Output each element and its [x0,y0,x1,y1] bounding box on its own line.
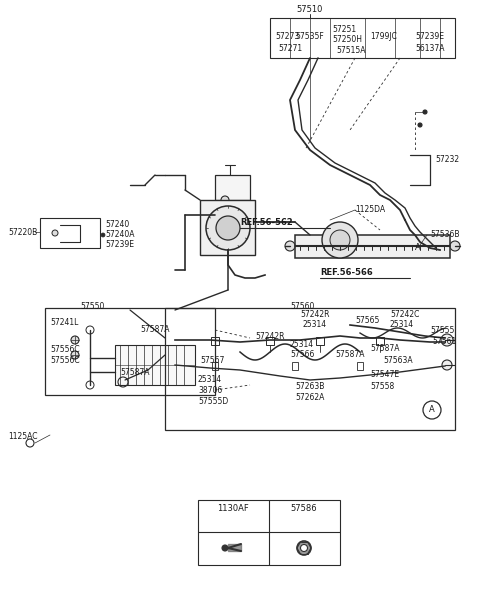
Text: 25314: 25314 [303,320,327,329]
Text: 57556C: 57556C [50,345,80,354]
Text: 1125AC: 1125AC [8,432,37,441]
Bar [316,337,324,345]
Text: 57587A: 57587A [120,368,149,377]
Text: 57242R: 57242R [300,310,330,319]
Text: 57587A: 57587A [370,344,399,353]
Bar [215,175,250,200]
Text: REF.56-562: REF.56-562 [240,218,293,227]
Text: 57558: 57558 [370,382,394,391]
Text: 57547E: 57547E [370,370,399,379]
Circle shape [52,230,58,236]
Text: 57510: 57510 [297,5,323,14]
Text: 57555: 57555 [430,326,455,335]
Text: 57251: 57251 [332,25,356,34]
Text: 57220B: 57220B [8,228,37,237]
Circle shape [297,541,311,555]
Text: A: A [415,244,421,253]
Text: 57515A: 57515A [336,46,365,55]
Text: 1125DA: 1125DA [355,205,385,214]
Bar [165,308,455,430]
Circle shape [450,241,460,251]
Text: 57263B: 57263B [295,382,324,391]
Bar [40,218,100,248]
Text: 25314: 25314 [198,375,222,384]
Circle shape [221,196,229,204]
Text: 57587A: 57587A [140,325,169,334]
Text: 57555D: 57555D [198,397,228,406]
Text: 57550: 57550 [80,302,104,311]
Bar [45,308,215,395]
Circle shape [71,336,79,344]
Circle shape [101,233,105,237]
Bar [292,362,298,370]
Text: 57567: 57567 [200,356,224,365]
Text: 57242R: 57242R [255,332,285,341]
Text: 57250H: 57250H [332,35,362,44]
Text: 57561: 57561 [432,337,456,346]
Bar [198,500,340,565]
Bar [211,337,219,345]
Bar [212,362,218,370]
Text: 57241L: 57241L [50,318,78,327]
Circle shape [206,206,250,250]
Text: 57240: 57240 [105,220,129,229]
Text: 57587A: 57587A [335,350,364,359]
Text: 57232: 57232 [435,155,459,164]
Text: A: A [429,406,435,415]
Text: 57560: 57560 [290,302,314,311]
Text: 38706: 38706 [198,386,222,395]
Circle shape [285,241,295,251]
Circle shape [423,110,427,114]
Bar [200,200,255,255]
Text: 57271: 57271 [278,44,302,53]
Circle shape [222,545,228,551]
Text: 1130AF: 1130AF [217,504,249,513]
Circle shape [441,334,453,346]
Text: 56137A: 56137A [415,44,444,53]
Text: 57566: 57566 [290,350,314,359]
Text: 57556C: 57556C [50,356,80,365]
Bar [266,337,274,345]
Circle shape [330,230,350,250]
Bar [270,18,455,58]
Bar [115,345,195,385]
Text: 25314: 25314 [390,320,414,329]
Text: 57563A: 57563A [383,356,413,365]
Text: REF.56-566: REF.56-566 [320,268,373,277]
Bar [295,235,450,258]
Text: 57239E: 57239E [415,32,444,41]
Circle shape [418,123,422,127]
Text: 57536B: 57536B [430,230,459,239]
Text: 25314: 25314 [290,340,314,349]
Bar [357,362,363,370]
Circle shape [442,360,452,370]
Text: 1799JC: 1799JC [370,32,397,41]
Circle shape [71,351,79,359]
Text: 57535F: 57535F [295,32,324,41]
Text: 57586: 57586 [291,504,317,513]
Circle shape [322,222,358,258]
Text: 57242C: 57242C [390,310,420,319]
Text: 57565: 57565 [355,316,379,325]
Text: 57262A: 57262A [295,393,324,402]
Text: 57273: 57273 [275,32,299,41]
Text: 57240A: 57240A [105,230,134,239]
Circle shape [300,545,308,551]
Text: 57239E: 57239E [105,240,134,249]
Bar [376,337,384,345]
Circle shape [216,216,240,240]
